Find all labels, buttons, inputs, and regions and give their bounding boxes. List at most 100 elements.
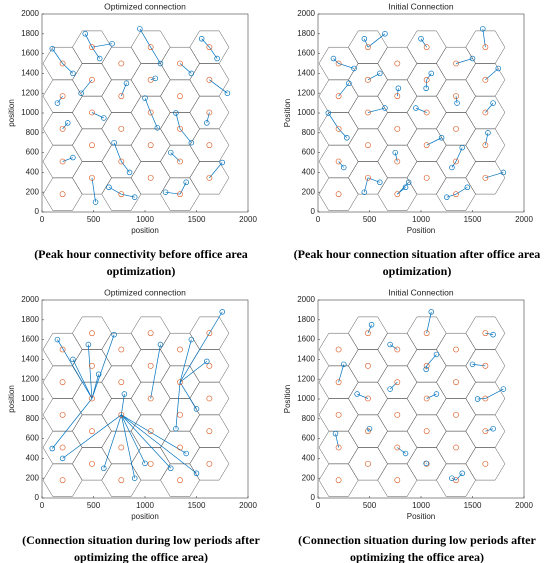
base-station [365,395,371,402]
user [183,450,189,457]
y-tick-label: 1000 [21,394,39,403]
y-tick-label: 2000 [297,295,315,304]
connection [485,172,504,179]
user [54,100,61,106]
base-station [453,158,459,165]
y-tick-label: 1000 [21,108,39,117]
connection [179,311,223,383]
user [198,35,205,42]
y-tick-label: 0 [35,207,40,216]
connection [120,414,136,479]
connection [121,414,187,454]
base-station [118,444,125,451]
base-station [59,191,66,198]
user [78,90,84,96]
connection [397,186,406,195]
base-station [177,191,183,198]
user [173,110,179,116]
x-tick-label: 500 [363,501,377,510]
user [92,199,99,205]
base-station [365,330,371,337]
user [101,465,107,472]
base-station [482,362,489,369]
base-station [177,346,183,353]
base-station [453,346,459,353]
connection [420,38,427,48]
x-tick-label: 1000 [136,215,154,224]
base-station [147,330,154,337]
base-station [482,174,489,181]
base-station [147,109,154,116]
base-station [365,174,371,181]
base-station [206,174,213,181]
connection [88,344,93,399]
base-station [482,142,489,149]
y-axis-label: Position [283,385,292,413]
y-tick-label: 400 [26,454,40,463]
x-tick-label: 0 [40,501,45,510]
user [500,169,507,176]
hex-cell [465,30,506,64]
connection [175,382,181,429]
user [449,164,455,171]
chart-title: Optimized connection [104,287,186,297]
base-station [89,76,95,83]
connection [121,414,197,474]
user [193,406,200,412]
user [183,179,189,186]
caption: optimization) [383,264,452,278]
connection [120,414,146,464]
connection [482,28,486,48]
connection [150,344,161,399]
base-station [394,346,401,353]
user [137,26,143,32]
user [459,470,465,477]
user [70,70,76,77]
connection [425,365,428,370]
base-station [118,379,125,386]
user [219,309,226,315]
user [402,450,409,457]
base-station [118,125,125,132]
y-tick-label: 600 [302,148,316,157]
base-station [89,460,95,467]
base-station [394,444,401,451]
base-station [394,477,401,484]
caption: (Connection situation during low periods… [22,533,260,547]
base-station [423,362,430,369]
user [366,425,373,432]
y-tick-label: 1200 [21,374,39,383]
connection [179,128,192,143]
plot-area [41,13,249,213]
connection [121,414,172,469]
user [330,55,337,62]
x-axis-label: Position [407,226,435,235]
user [131,475,138,481]
connection [338,161,345,168]
base-station [335,444,342,451]
base-station [423,395,430,402]
connection [367,33,386,48]
user [157,341,164,348]
x-tick-label: 1500 [464,215,482,224]
x-tick-label: 1000 [412,215,430,224]
y-tick-label: 1600 [21,49,39,58]
connection [179,361,208,383]
base-station [482,395,489,402]
x-tick-label: 0 [316,215,321,224]
connection [367,107,386,113]
base-station [177,158,183,165]
connection [120,393,125,415]
connection [91,334,115,399]
user [500,386,507,392]
user [490,425,496,432]
y-tick-label: 400 [26,168,40,177]
user [344,135,350,141]
user [490,100,496,106]
base-station [423,428,430,435]
base-station [423,109,430,116]
base-station [453,125,459,132]
base-station [59,125,66,132]
user [382,31,388,37]
